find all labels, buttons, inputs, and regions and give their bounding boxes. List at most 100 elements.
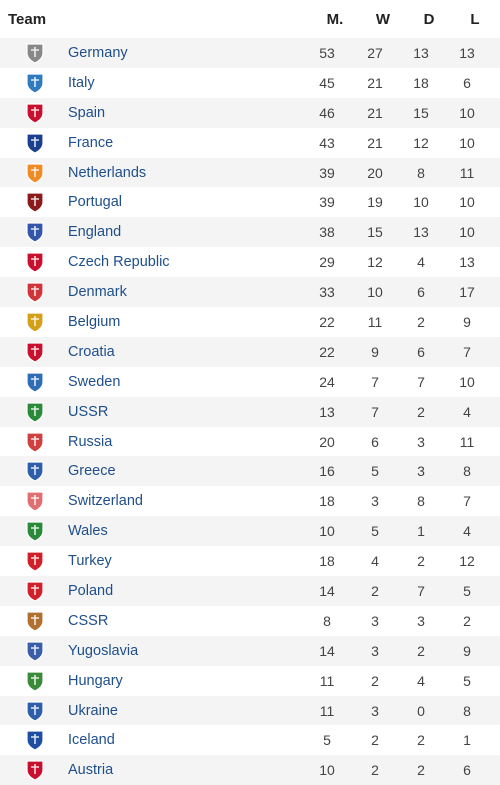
draws-cell: 2 <box>417 553 425 570</box>
table-header: Team M. W D L <box>0 0 500 38</box>
ksi-crest-icon <box>24 729 46 752</box>
wins-cell: 9 <box>371 343 379 360</box>
table-row: France 43 21 12 10 <box>0 127 500 158</box>
team-name[interactable]: Greece <box>68 463 116 480</box>
losses-cell: 13 <box>459 254 475 271</box>
wins-cell: 10 <box>367 284 383 301</box>
draws-cell: 7 <box>417 582 425 599</box>
matches-played-cell: 39 <box>319 194 335 211</box>
wins-cell: 12 <box>367 254 383 271</box>
team-name[interactable]: Turkey <box>68 553 112 570</box>
draws-cell: 7 <box>417 373 425 390</box>
draws-cell: 12 <box>413 134 429 151</box>
losses-cell: 5 <box>463 582 471 599</box>
team-name[interactable]: CSSR <box>68 612 109 629</box>
dragon-crest-icon <box>24 520 46 542</box>
table-row: Croatia 22 9 6 7 <box>0 336 500 367</box>
matches-played-cell: 11 <box>319 672 335 689</box>
losses-cell: 10 <box>459 373 475 390</box>
losses-cell: 4 <box>463 523 471 540</box>
matches-played-cell: 10 <box>319 523 335 540</box>
losses-cell: 2 <box>463 612 471 629</box>
table-row: Turkey 18 4 2 12 <box>0 546 500 577</box>
team-name[interactable]: Iceland <box>68 732 115 749</box>
draws-cell: 3 <box>417 433 425 450</box>
team-name[interactable]: France <box>68 134 114 151</box>
table-row: Wales 10 5 1 4 <box>0 516 500 547</box>
team-name[interactable]: Wales <box>68 523 108 540</box>
table-row: Hungary 11 2 4 5 <box>0 665 500 696</box>
draws-cell: 6 <box>417 343 425 360</box>
team-name[interactable]: Croatia <box>68 343 115 360</box>
matches-played-cell: 46 <box>319 104 335 121</box>
wins-cell: 11 <box>367 313 383 330</box>
table-row: Netherlands 39 20 8 11 <box>0 157 500 188</box>
poland-crest-icon <box>24 580 46 602</box>
team-name[interactable]: Belgium <box>68 313 121 330</box>
team-name[interactable]: Italy <box>68 74 95 91</box>
team-name[interactable]: Portugal <box>68 194 123 211</box>
draws-cell: 4 <box>417 672 425 689</box>
draws-cell: 2 <box>417 762 425 779</box>
draws-cell: 6 <box>417 284 425 301</box>
matches-played-cell: 14 <box>319 642 335 659</box>
austria-crest-icon <box>24 759 46 781</box>
table-row: Sweden 24 7 7 10 <box>0 366 500 397</box>
team-name[interactable]: Germany <box>68 44 128 61</box>
team-name[interactable]: Switzerland <box>68 493 143 510</box>
team-name[interactable]: Czech Republic <box>68 254 170 271</box>
team-name[interactable]: Austria <box>68 762 114 779</box>
matches-played-cell: 16 <box>319 463 335 480</box>
spain-crest-icon <box>24 102 46 124</box>
draws-cell: 8 <box>417 164 425 181</box>
czech-crest-icon <box>24 251 46 273</box>
table-row: Belgium 22 11 2 9 <box>0 307 500 337</box>
team-name[interactable]: Hungary <box>68 672 123 689</box>
table-row: Greece 16 5 3 8 <box>0 456 500 487</box>
team-name[interactable]: Russia <box>68 433 113 450</box>
team-name[interactable]: USSR <box>68 403 109 420</box>
losses-cell: 8 <box>463 463 471 480</box>
wins-cell: 7 <box>371 403 379 420</box>
losses-cell: 11 <box>459 164 475 181</box>
swiss-crest-icon <box>24 490 46 512</box>
table-row: Denmark 33 10 6 17 <box>0 277 500 308</box>
sweden-crest-icon <box>24 371 46 393</box>
draws-cell: 0 <box>417 702 425 719</box>
team-name[interactable]: Yugoslavia <box>68 642 139 659</box>
losses-cell: 13 <box>459 44 475 61</box>
team-name[interactable]: Denmark <box>68 284 127 301</box>
matches-played-cell: 22 <box>319 313 335 330</box>
team-name[interactable]: Spain <box>68 104 106 121</box>
draws-cell: 4 <box>417 254 425 271</box>
matches-played-cell: 14 <box>319 582 335 599</box>
matches-played-cell: 8 <box>323 612 331 629</box>
draws-cell: 8 <box>417 493 425 510</box>
double-eagle-crest-icon <box>24 431 46 453</box>
wins-cell: 3 <box>371 493 379 510</box>
lion-crest-icon <box>24 162 46 184</box>
matches-played-cell: 5 <box>323 732 331 749</box>
wins-cell: 21 <box>367 134 383 151</box>
matches-played-cell: 33 <box>319 284 335 301</box>
team-name[interactable]: Netherlands <box>68 164 147 181</box>
losses-cell: 12 <box>459 553 475 570</box>
wins-cell: 19 <box>367 194 383 211</box>
hungary-crest-icon <box>24 670 46 692</box>
losses-cell: 11 <box>459 433 475 450</box>
team-name[interactable]: Sweden <box>68 373 121 390</box>
losses-cell: 1 <box>463 732 471 749</box>
team-name[interactable]: Poland <box>68 582 114 599</box>
losses-cell: 6 <box>463 74 471 91</box>
matches-played-cell: 18 <box>319 553 335 570</box>
table-row: Russia 20 6 3 11 <box>0 426 500 457</box>
matches-played-cell: 13 <box>319 403 335 420</box>
belgium-crest-icon <box>24 311 46 333</box>
yugoslavia-crest-icon <box>24 640 46 662</box>
team-name[interactable]: Ukraine <box>68 702 118 719</box>
matches-played-cell: 11 <box>319 702 335 719</box>
header-team: Team <box>8 10 47 28</box>
team-name[interactable]: England <box>68 224 122 241</box>
table-row: CSSR 8 3 3 2 <box>0 605 500 636</box>
wins-cell: 3 <box>371 702 379 719</box>
